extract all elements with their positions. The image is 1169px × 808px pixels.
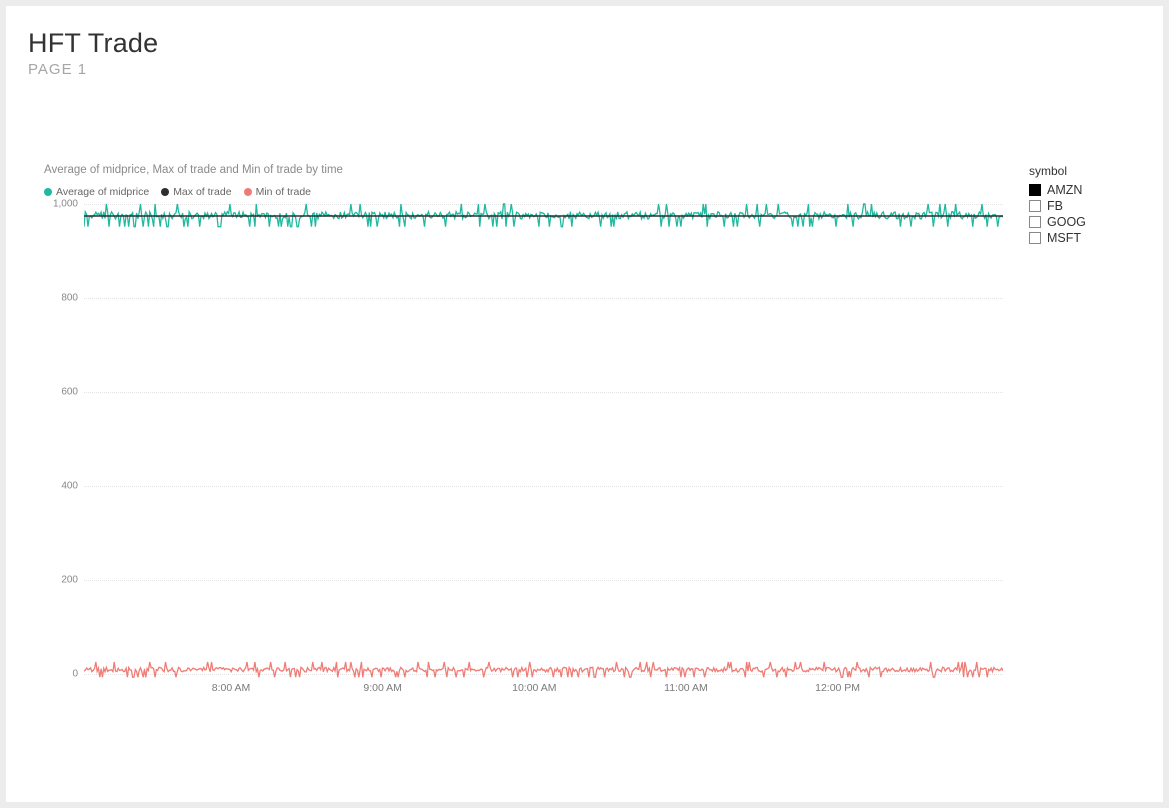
x-tick-label: 12:00 PM (815, 682, 860, 694)
checkbox-icon[interactable] (1029, 200, 1041, 212)
y-tick-label: 0 (72, 669, 78, 680)
gridline (84, 298, 1003, 299)
x-tick-label: 11:00 AM (664, 682, 708, 694)
x-axis: 8:00 AM 9:00 AM 10:00 AM 11:00 AM 12:00 PM (84, 674, 1003, 704)
slicer-items: AMZN FB GOOG MSFT (1029, 182, 1141, 246)
legend-item-midprice[interactable]: Average of midprice (44, 186, 149, 198)
legend-dot-icon (44, 188, 52, 196)
slicer-item-label: AMZN (1047, 183, 1082, 197)
slicer-item-goog[interactable]: GOOG (1029, 214, 1141, 230)
x-tick-label: 9:00 AM (363, 682, 402, 694)
y-tick-label: 600 (61, 387, 78, 398)
page-subtitle: PAGE 1 (28, 61, 1163, 78)
plot-surface (84, 204, 1003, 674)
report-title: HFT Trade (28, 28, 1163, 59)
y-tick-label: 400 (61, 481, 78, 492)
legend-label: Max of trade (173, 186, 231, 198)
chart-visual[interactable]: Average of midprice, Max of trade and Mi… (28, 164, 1011, 780)
legend-label: Min of trade (256, 186, 311, 198)
slicer-item-amzn[interactable]: AMZN (1029, 182, 1141, 198)
gridline (84, 580, 1003, 581)
checkbox-icon[interactable] (1029, 232, 1041, 244)
legend-item-maxtrade[interactable]: Max of trade (161, 186, 231, 198)
y-tick-label: 200 (61, 575, 78, 586)
slicer-item-label: MSFT (1047, 231, 1081, 245)
slicer-item-label: FB (1047, 199, 1063, 213)
checkbox-icon[interactable] (1029, 216, 1041, 228)
legend-dot-icon (244, 188, 252, 196)
content-area: Average of midprice, Max of trade and Mi… (28, 164, 1141, 780)
symbol-slicer[interactable]: symbol AMZN FB GOOG MSFT (1011, 164, 1141, 780)
series-band (84, 213, 1003, 219)
y-tick-label: 800 (61, 293, 78, 304)
slicer-item-msft[interactable]: MSFT (1029, 230, 1141, 246)
chart-title: Average of midprice, Max of trade and Mi… (44, 164, 1011, 176)
legend-label: Average of midprice (56, 186, 149, 198)
legend-dot-icon (161, 188, 169, 196)
x-tick-label: 8:00 AM (212, 682, 251, 694)
slicer-item-fb[interactable]: FB (1029, 198, 1141, 214)
slicer-title: symbol (1029, 164, 1141, 178)
page-header: HFT Trade PAGE 1 (6, 6, 1163, 78)
legend-item-mintrade[interactable]: Min of trade (244, 186, 311, 198)
y-axis: 02004006008001,000 (44, 204, 84, 674)
checkbox-icon[interactable] (1029, 184, 1041, 196)
gridline (84, 486, 1003, 487)
report-page: HFT Trade PAGE 1 Average of midprice, Ma… (6, 6, 1163, 802)
slicer-item-label: GOOG (1047, 215, 1086, 229)
y-tick-label: 1,000 (53, 199, 78, 210)
gridline (84, 392, 1003, 393)
plot-area: 02004006008001,000 8:00 AM9:00 AM10:00 A… (44, 204, 1003, 704)
chart-legend: Average of midprice Max of trade Min of … (44, 186, 1011, 198)
x-tick-label: 10:00 AM (512, 682, 556, 694)
